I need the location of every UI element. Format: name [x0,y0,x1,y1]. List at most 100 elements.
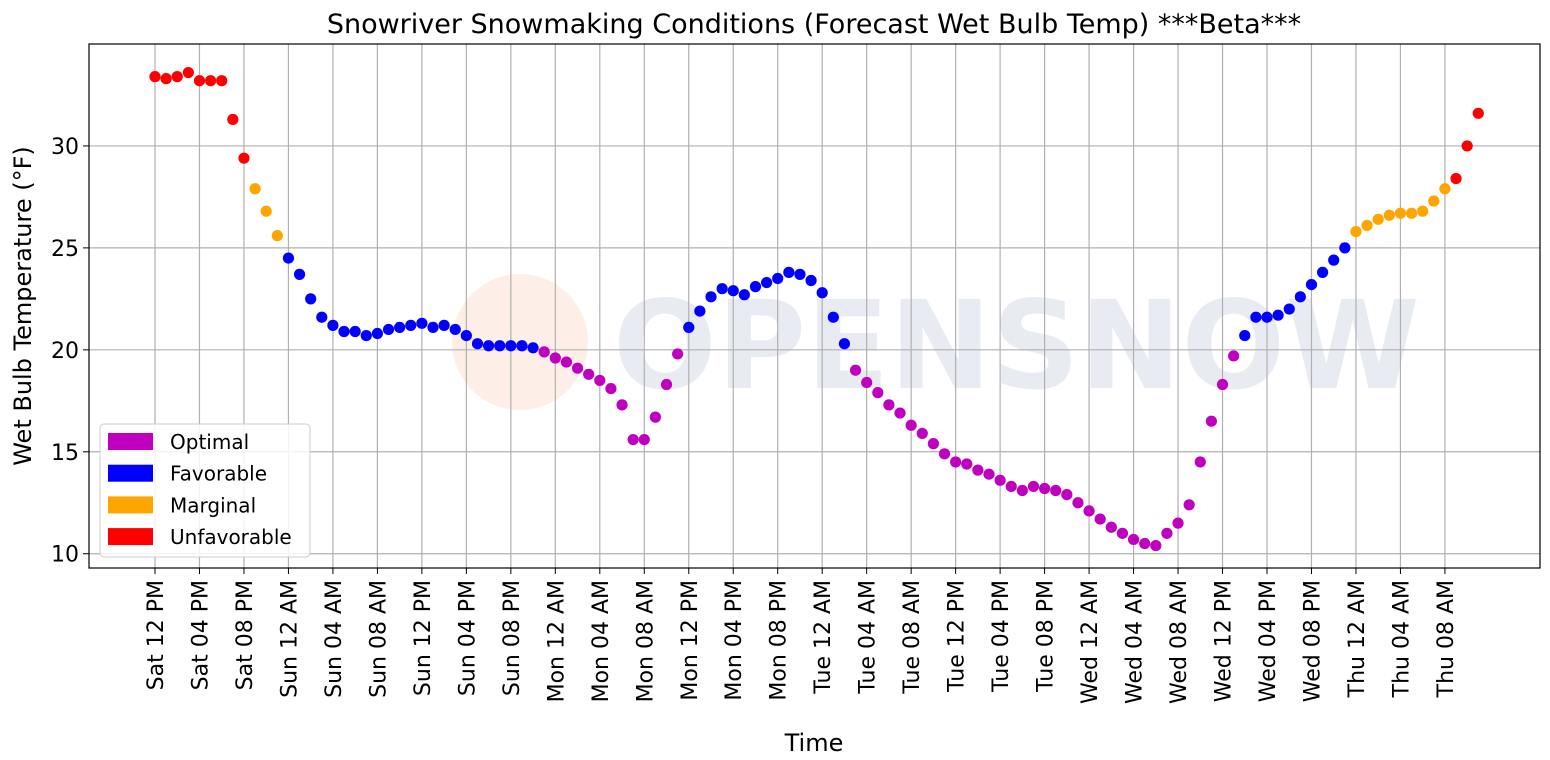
y-tick-label: 20 [51,339,79,364]
data-point-optimal [983,468,995,480]
data-point-optimal [672,348,684,360]
x-tick-label: Mon 08 PM [767,580,792,701]
data-point-optimal [1183,499,1195,511]
data-point-favorable [772,272,784,285]
data-point-marginal [260,205,272,217]
data-point-optimal [961,458,973,470]
data-point-optimal [950,456,962,468]
x-tick-label: Sun 08 AM [366,580,391,698]
point-layer [149,66,1484,552]
chart-title: Snowriver Snowmaking Conditions (Forecas… [327,9,1301,40]
data-point-favorable [727,285,739,297]
x-tick-label: Sun 12 AM [277,580,302,698]
data-point-favorable [516,340,528,352]
legend: Optimal Favorable Marginal Unfavorable [99,423,311,558]
data-point-optimal [605,382,617,395]
legend-label-favorable: Favorable [170,462,267,486]
x-tick-label: Tue 08 PM [1034,580,1059,693]
data-point-optimal [972,464,984,476]
data-point-favorable [761,276,773,289]
x-tick-label: Sat 04 PM [188,580,213,690]
x-tick-label: Mon 08 AM [633,580,658,702]
data-point-optimal [1139,537,1151,550]
data-point-optimal [1105,521,1117,533]
x-tick-label: Sat 08 PM [233,580,258,690]
x-tick-label: Tue 08 AM [900,580,925,695]
data-point-favorable [527,342,539,354]
legend-items: Optimal Favorable Marginal Unfavorable [108,430,292,549]
data-point-optimal [1172,517,1184,529]
data-point-favorable [416,317,428,329]
data-point-optimal [1194,456,1206,468]
data-point-marginal [1428,195,1440,207]
data-point-optimal [1216,378,1229,391]
data-point-unfavorable [1472,107,1484,119]
data-point-optimal [571,362,584,374]
data-point-marginal [1350,225,1362,238]
data-point-favorable [460,329,472,342]
data-point-marginal [1361,219,1373,232]
data-point-unfavorable [160,73,172,85]
data-point-optimal [1072,497,1084,509]
data-point-favorable [738,289,750,301]
data-point-optimal [1061,488,1073,501]
data-point-favorable [282,252,295,264]
data-point-favorable [371,327,383,340]
x-tick-label: Sat 12 PM [144,580,169,690]
x-tick-label: Thu 12 AM [1345,580,1370,698]
data-point-optimal [1027,480,1040,493]
data-point-favorable [1294,291,1306,303]
data-point-unfavorable [238,152,250,164]
y-tick-label: 15 [51,441,79,466]
data-point-favorable [1328,254,1340,266]
data-point-optimal [916,427,928,440]
data-point-favorable [716,283,728,295]
data-point-favorable [438,319,450,331]
data-point-favorable [683,321,695,334]
data-point-optimal [1161,527,1173,539]
data-point-optimal [560,356,573,368]
data-point-optimal [927,438,940,450]
y-tick-label: 10 [51,543,79,568]
legend-swatch-unfavorable [108,528,153,546]
data-point-optimal [660,378,673,391]
data-point-favorable [483,340,495,352]
legend-box [99,423,311,558]
x-tick-label: Mon 04 AM [589,580,614,702]
data-point-optimal [638,433,650,446]
x-tick-label: Tue 12 AM [811,580,836,695]
data-point-unfavorable [182,66,194,79]
x-tick-label: Sun 04 PM [455,580,480,696]
x-tick-label: Wed 08 PM [1300,580,1325,702]
data-point-unfavorable [216,75,228,87]
x-axis-label: Time [784,729,844,757]
data-point-favorable [382,323,395,336]
x-tick-label: Wed 04 PM [1256,580,1281,702]
data-point-optimal [616,399,628,411]
data-point-marginal [1394,207,1407,219]
x-tick-label: Wed 08 AM [1167,580,1192,704]
data-point-optimal [1127,533,1140,546]
data-point-favorable [794,268,806,280]
data-point-optimal [1228,350,1240,362]
x-tick-label: Sun 12 PM [411,580,436,696]
data-point-favorable [705,291,717,303]
data-point-favorable [505,340,517,352]
plot-frame [88,43,1541,569]
data-point-optimal [905,419,917,431]
data-point-optimal [1039,482,1051,495]
x-tick-label: Thu 04 AM [1389,580,1414,698]
data-point-unfavorable [205,75,217,87]
data-point-optimal [883,399,895,411]
data-point-favorable [360,329,372,342]
data-point-optimal [861,376,873,389]
data-point-favorable [405,319,417,331]
x-tick-label: Wed 12 AM [1078,580,1103,704]
data-point-optimal [627,433,639,446]
data-point-favorable [427,321,439,334]
data-point-favorable [1239,329,1251,342]
data-point-optimal [583,368,595,380]
data-point-favorable [316,311,328,323]
data-point-optimal [849,364,862,376]
data-point-favorable [449,323,461,336]
